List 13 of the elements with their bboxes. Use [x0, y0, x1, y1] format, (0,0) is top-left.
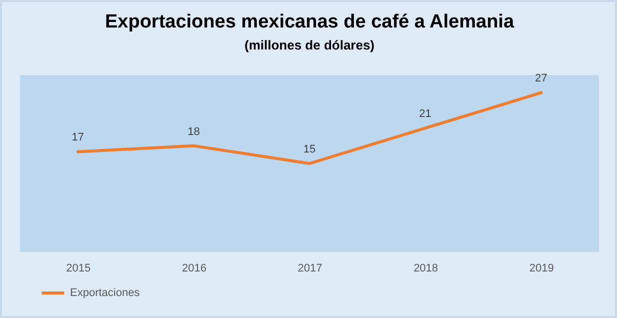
- data-label: 21: [419, 108, 432, 120]
- data-label: 18: [188, 126, 200, 138]
- x-tick-label: 2015: [66, 262, 91, 274]
- x-tick-label: 2018: [414, 262, 438, 274]
- data-label: 15: [303, 144, 316, 156]
- data-label: 27: [534, 72, 548, 85]
- x-tick-label: 2017: [298, 262, 322, 274]
- chart-title: Exportaciones mexicanas de café a Alemania: [104, 12, 514, 33]
- x-tick-label: 2019: [529, 262, 554, 274]
- data-label: 17: [72, 132, 84, 144]
- legend-label: Exportaciones: [70, 287, 140, 299]
- x-tick-label: 2016: [182, 262, 206, 274]
- chart-subtitle: (millones de dólares): [244, 38, 375, 53]
